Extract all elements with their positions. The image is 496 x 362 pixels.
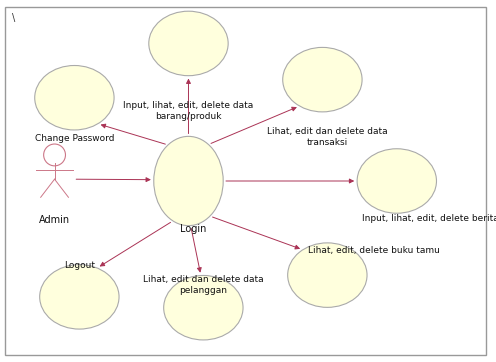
Text: Admin: Admin — [39, 215, 70, 226]
Ellipse shape — [164, 275, 243, 340]
Ellipse shape — [149, 11, 228, 76]
Ellipse shape — [283, 47, 362, 112]
Text: Input, lihat, edit, delete data
barang/produk: Input, lihat, edit, delete data barang/p… — [124, 101, 253, 122]
Ellipse shape — [35, 66, 114, 130]
Text: Lihat, edit dan delete data
pelanggan: Lihat, edit dan delete data pelanggan — [143, 275, 264, 295]
Text: Lihat, edit, delete buku tamu: Lihat, edit, delete buku tamu — [308, 246, 439, 255]
Ellipse shape — [154, 136, 223, 226]
Ellipse shape — [40, 265, 119, 329]
Text: \: \ — [12, 13, 16, 23]
Ellipse shape — [288, 243, 367, 307]
Text: Lihat, edit dan delete data
transaksi: Lihat, edit dan delete data transaksi — [267, 127, 388, 147]
Text: Change Password: Change Password — [35, 134, 114, 143]
Ellipse shape — [357, 149, 436, 213]
Text: Input, lihat, edit, delete berita: Input, lihat, edit, delete berita — [362, 214, 496, 223]
Text: Login: Login — [180, 224, 207, 235]
Text: Logout: Logout — [64, 261, 95, 270]
